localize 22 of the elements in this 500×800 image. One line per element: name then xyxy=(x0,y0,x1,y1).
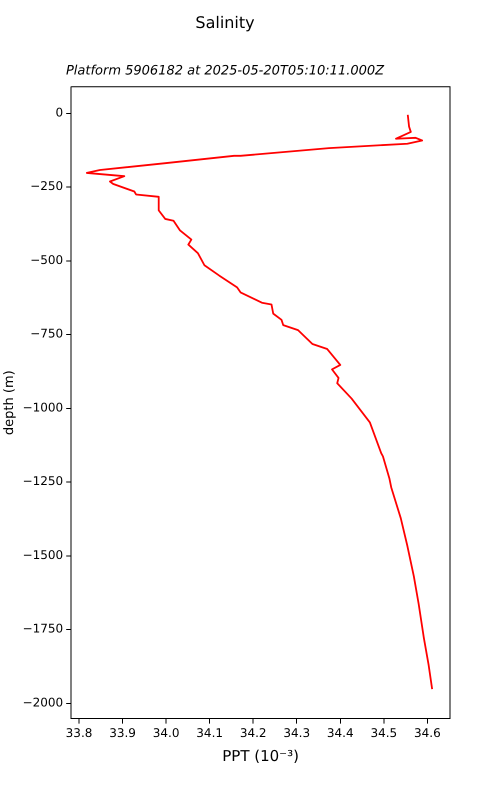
y-tick-label: −1000 xyxy=(22,400,64,414)
y-tick-label: −1250 xyxy=(22,474,64,488)
x-tick-label: 33.8 xyxy=(66,726,92,740)
x-tick-label: 34.4 xyxy=(326,726,354,740)
x-tick-label: 34.0 xyxy=(152,726,180,740)
x-tick-label: 34.1 xyxy=(196,726,224,740)
y-tick-label: 0 xyxy=(56,105,64,120)
y-tick-label: −1750 xyxy=(22,622,64,636)
y-tick-label: −2000 xyxy=(22,695,64,710)
y-tick-label: −500 xyxy=(30,252,64,267)
x-tick-label: 34.6 xyxy=(414,726,441,740)
y-tick-label: −1500 xyxy=(22,548,64,562)
y-tick-label: −250 xyxy=(30,179,64,194)
chart-title: Salinity xyxy=(195,12,255,32)
x-axis-title: PPT (10⁻³) xyxy=(222,746,299,765)
chart-subtitle: Platform 5906182 at 2025-05-20T05:10:11.000Z xyxy=(66,63,386,78)
x-tick-label: 34.5 xyxy=(370,726,398,740)
x-tick-label: 34.3 xyxy=(283,726,310,740)
y-tick-label: −750 xyxy=(30,326,64,341)
y-axis-title: depth (m) xyxy=(2,370,18,436)
x-tick-label: 33.9 xyxy=(109,726,136,740)
x-tick-label: 34.2 xyxy=(240,726,267,740)
